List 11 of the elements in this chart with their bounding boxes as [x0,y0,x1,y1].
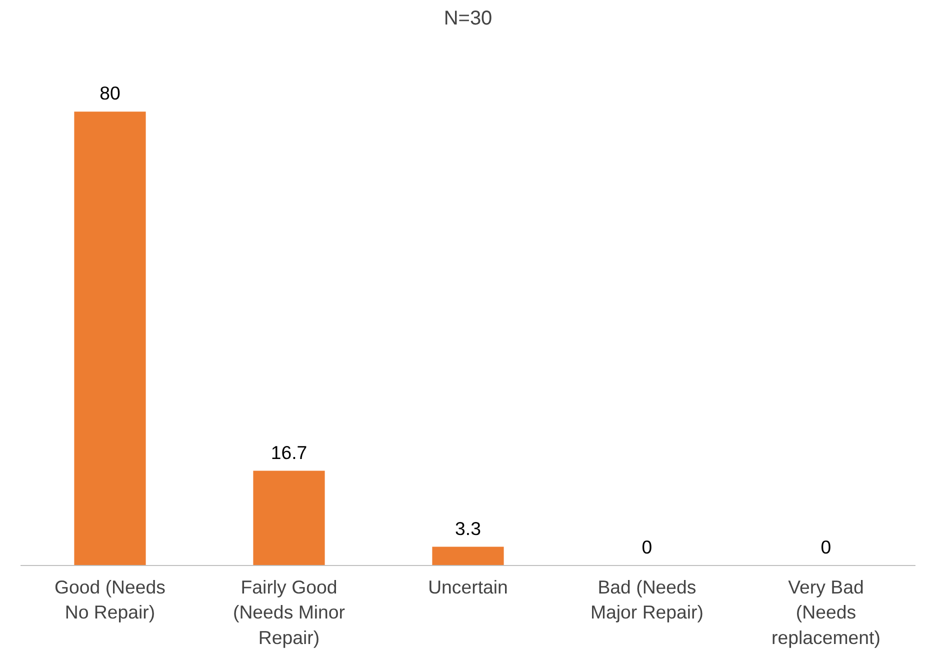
data-label: 0 [820,536,832,558]
x-tick-label: Good (Needs No Repair) [54,576,166,623]
x-tick-label: Very Bad (Needs replacement) [772,576,880,648]
data-label: 80 [100,82,120,104]
chart-title: N=30 [444,8,492,30]
x-tick-label: Uncertain [428,576,508,598]
x-tick-label: Fairly Good (Needs Minor Repair) [233,576,345,648]
data-label: 16.7 [270,442,308,463]
data-label: 3.3 [455,518,481,539]
data-label: 0 [642,536,652,558]
x-tick-label: Bad (Needs Major Repair) [590,576,704,623]
